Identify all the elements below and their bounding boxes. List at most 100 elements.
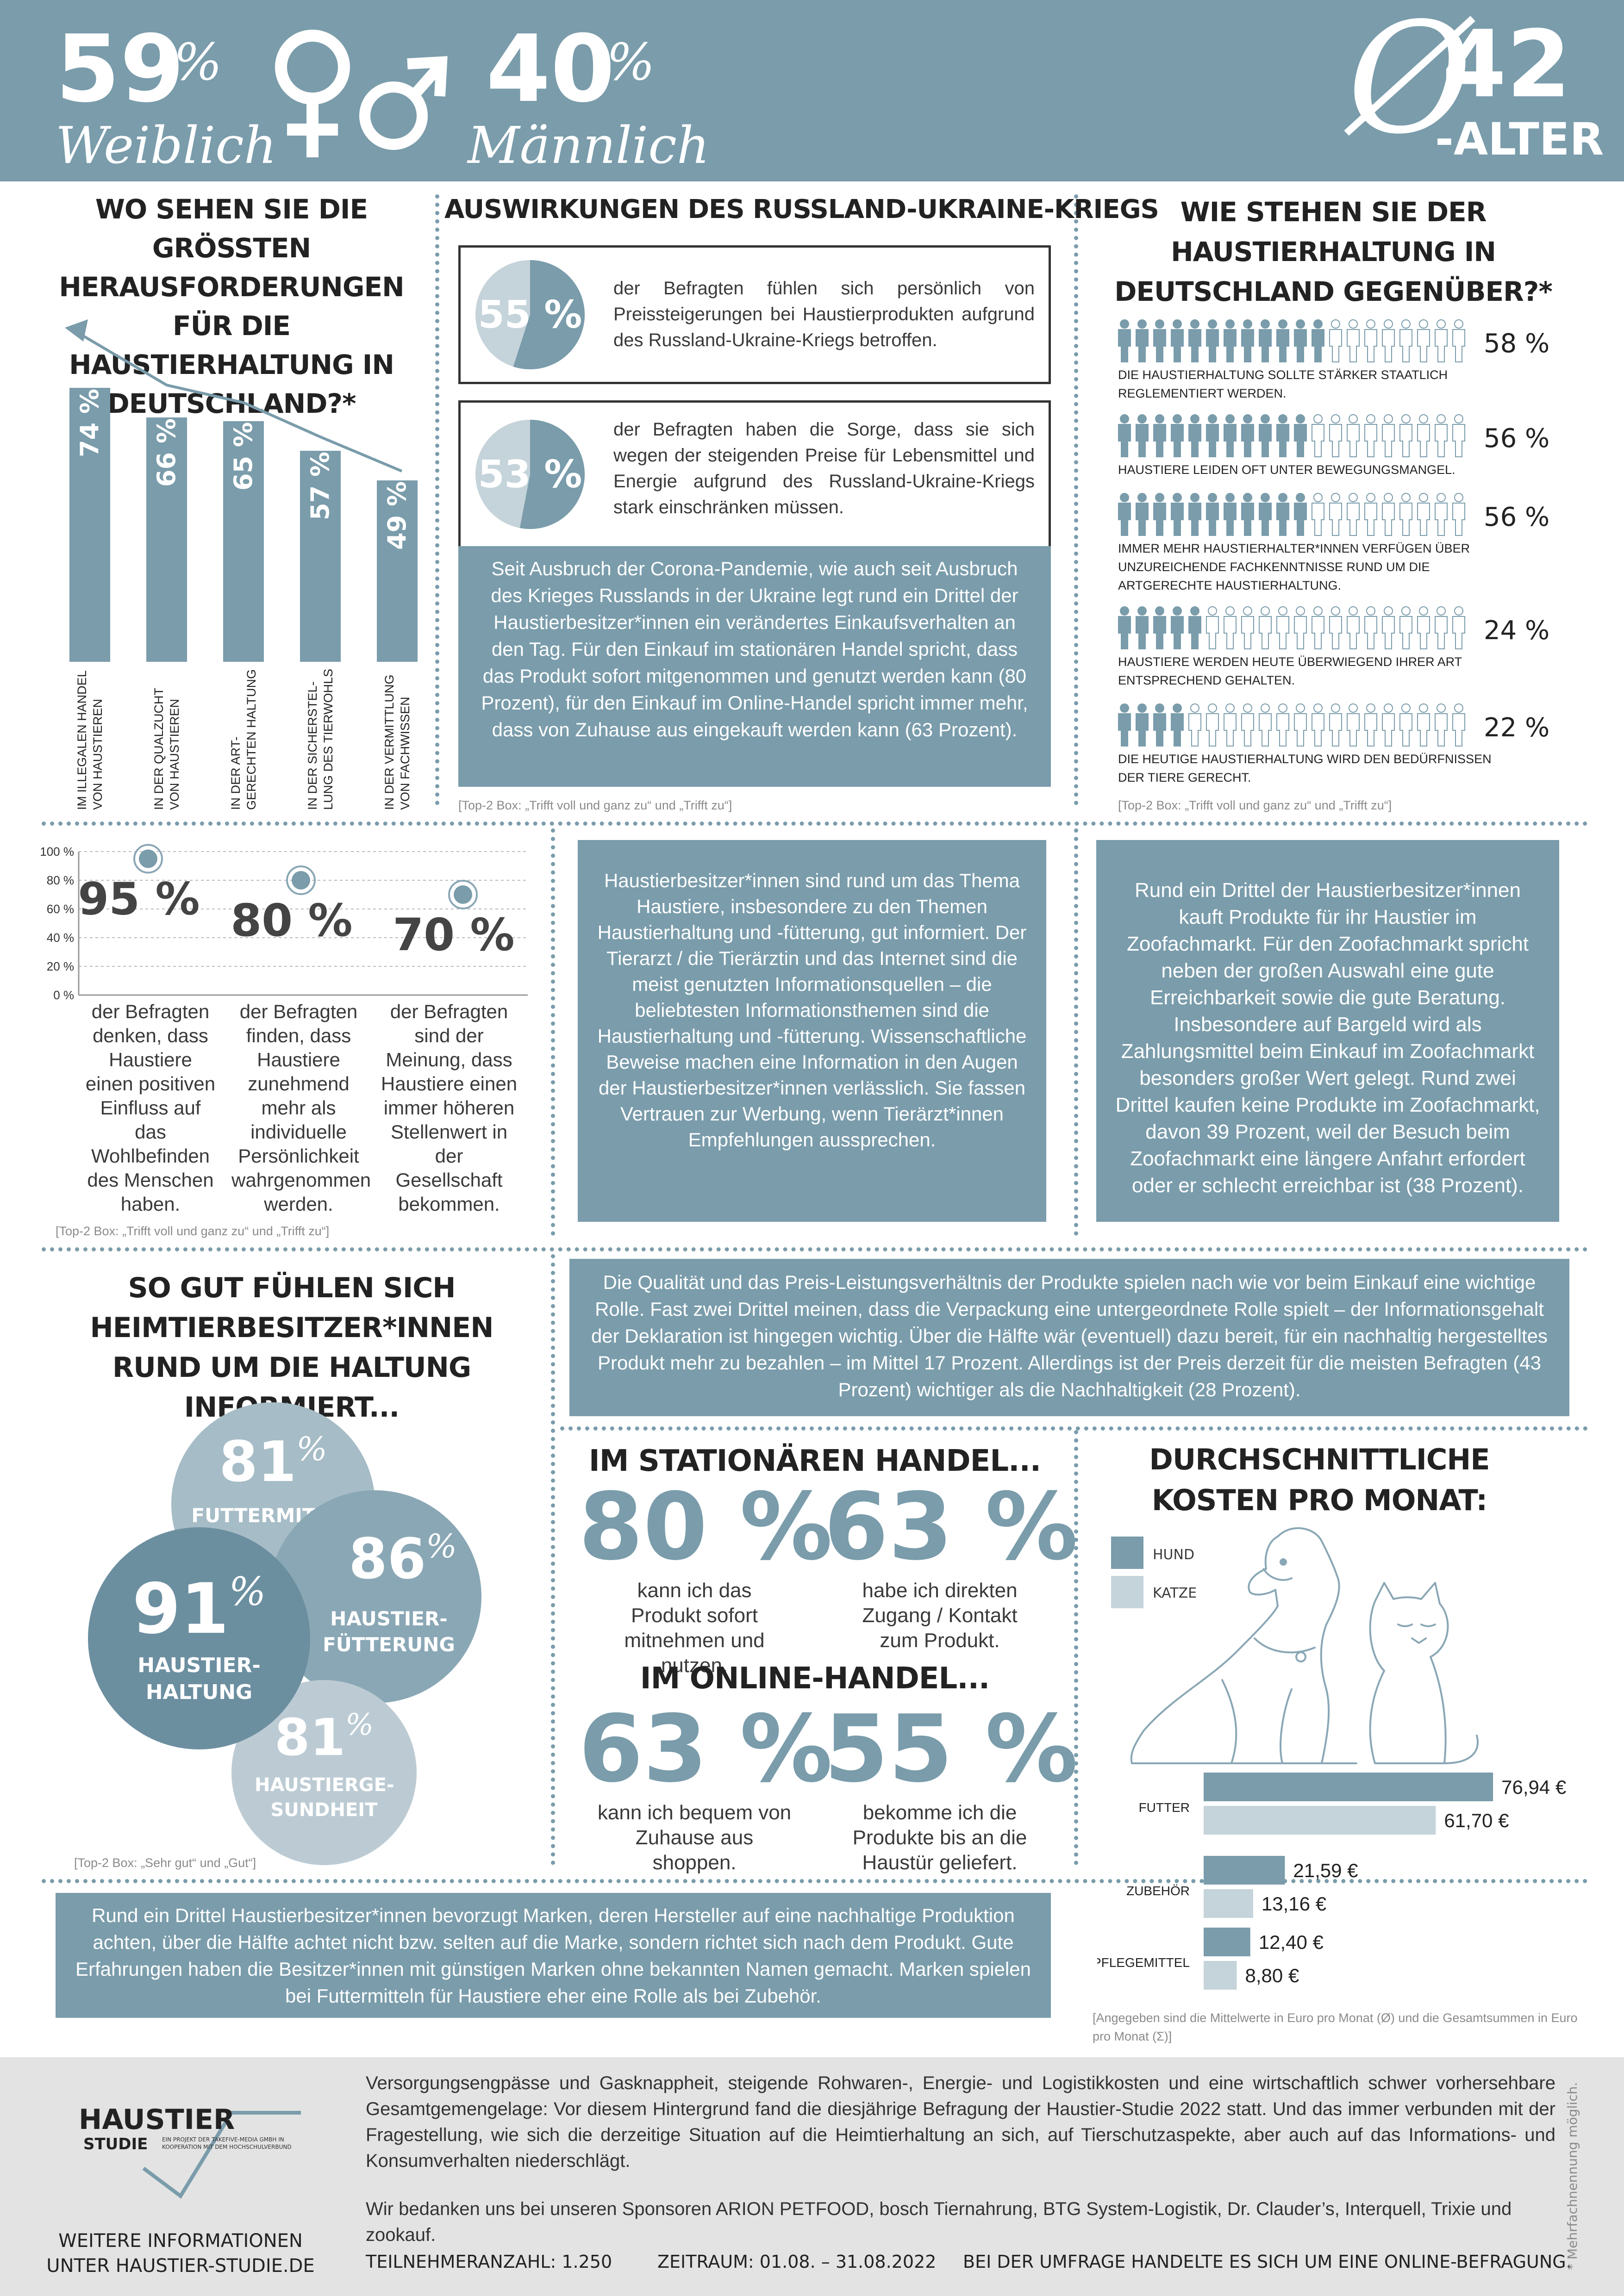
person-icon xyxy=(1452,703,1465,747)
person-icon xyxy=(1382,703,1395,747)
cost-bar-katze xyxy=(1204,1961,1237,1990)
person-icon xyxy=(1417,319,1430,362)
person-icon xyxy=(1364,319,1377,362)
person-icon xyxy=(1136,703,1149,747)
cost-value-label: 21,59 € xyxy=(1293,1860,1358,1881)
attitude-row: 56 % IMMER MEHR HAUSTIERHALTER*INNEN VERF… xyxy=(1118,493,1581,592)
cost-value-label: 8,80 € xyxy=(1245,1965,1299,1986)
person-icon xyxy=(1399,493,1412,536)
stationary-stat-2: 63 % habe ich direkten Zugang / Kontakt … xyxy=(824,1481,1078,1653)
person-icon xyxy=(1294,319,1307,362)
person-icon xyxy=(1452,606,1465,649)
y-tick-label: 20 % xyxy=(47,959,74,973)
challenge-bar-label: 65 % xyxy=(229,422,258,491)
y-tick-label: 40 % xyxy=(47,931,74,945)
circle-health-value-row: 81% xyxy=(231,1708,417,1767)
person-icon xyxy=(1312,606,1324,649)
female-pct-sign: % xyxy=(174,32,222,92)
female-pct: 59 xyxy=(56,15,185,123)
person-icon xyxy=(1329,414,1342,457)
person-icon xyxy=(1347,414,1360,457)
age-symbol: Ø xyxy=(1347,0,1473,168)
haustier-studie-logo-icon xyxy=(142,2111,301,2199)
logo-line-1: HAUSTIER xyxy=(79,2103,235,2136)
person-icon xyxy=(1294,703,1307,747)
wellbeing-footnote: [Top-2 Box: „Trifft voll und ganz zu“ un… xyxy=(56,1224,330,1238)
person-icon xyxy=(1276,606,1289,649)
person-icon xyxy=(1276,319,1289,362)
pct-sign: % xyxy=(345,1708,374,1742)
person-icon xyxy=(1312,319,1324,362)
attitude-title: WIE STEHEN SIE DER HAUSTIERHALTUNG IN DE… xyxy=(1114,196,1553,307)
ukraine-footnote: [Top-2 Box: „Trifft voll und ganz zu“ un… xyxy=(458,798,732,812)
challenge-category-label: IN DER ART- xyxy=(229,736,243,810)
data-point xyxy=(292,871,310,890)
data-point xyxy=(454,885,472,904)
ukraine-stat-2: 53 % der Befragten haben die Sorge, dass… xyxy=(458,400,1051,548)
costs-footnote: [Angegeben sind die Mittelwerte in Euro … xyxy=(1093,2011,1578,2043)
information-text: Haustierbesitzer*innen sind rund um das … xyxy=(597,870,1027,1151)
person-icon xyxy=(1171,414,1184,457)
online-stat-1: 63 % kann ich bequem von Zuhause aus sho… xyxy=(579,1695,833,1875)
person-icon xyxy=(1364,703,1377,747)
online-stat-1-value: 63 % xyxy=(579,1695,833,1803)
person-icon xyxy=(1153,606,1166,649)
person-icon xyxy=(1118,703,1131,747)
cost-bar-katze xyxy=(1204,1806,1436,1835)
person-icon xyxy=(1118,606,1131,649)
person-icon xyxy=(1452,319,1465,362)
person-icon xyxy=(1171,319,1184,362)
person-icon xyxy=(1206,493,1219,536)
person-icon xyxy=(1417,414,1430,457)
quality-box: Die Qualität und das Preis-Leistungsverh… xyxy=(569,1259,1569,1416)
person-icon xyxy=(1171,493,1184,536)
person-icon xyxy=(1206,319,1219,362)
person-icon xyxy=(1224,606,1237,649)
informed-title: SO GUT FÜHLEN SICH HEIMTIERBESITZER*INNE… xyxy=(90,1272,494,1424)
people-pictogram-icon xyxy=(1118,703,1465,747)
person-icon xyxy=(1294,606,1307,649)
attitude-text: DIE HEUTIGE HAUSTIERHALTUNG WIRD DEN BED… xyxy=(1118,752,1492,784)
legend-label-dog: HUND xyxy=(1153,1547,1195,1563)
stationary-stat-1: 80 % kann ich das Produkt sofort mitnehm… xyxy=(579,1481,832,1678)
pie-55-icon xyxy=(475,260,585,369)
circle-husbandry-label: HAUSTIER-HALTUNG xyxy=(137,1654,261,1704)
person-icon xyxy=(1435,703,1448,747)
person-icon xyxy=(1347,703,1360,747)
attitude-row: 58 % DIE HAUSTIERHALTUNG SOLLTE STÄRKER S… xyxy=(1118,319,1581,403)
person-icon xyxy=(1435,414,1448,457)
person-icon xyxy=(1329,319,1342,362)
person-icon xyxy=(1153,319,1166,362)
trend-line xyxy=(78,332,403,473)
attitude-value: 56 % xyxy=(1484,502,1550,532)
challenge-bar-label: 74 % xyxy=(75,389,104,457)
person-icon xyxy=(1224,414,1237,457)
wellbeing-texts: der Befragten denken, dass Haustiere ein… xyxy=(83,1000,546,1231)
shopping-behaviour-text: Seit Ausbruch der Corona-Pandemie, wie a… xyxy=(481,558,1028,740)
circle-husbandry-value-row: 91% xyxy=(88,1569,310,1649)
male-label: Männlich xyxy=(468,116,710,175)
divider xyxy=(551,1254,555,1865)
pct-sign: % xyxy=(426,1527,457,1565)
divider xyxy=(42,1247,1588,1251)
person-icon xyxy=(1294,414,1307,457)
person-icon xyxy=(1329,493,1342,536)
person-icon xyxy=(1312,414,1324,457)
person-icon xyxy=(1382,493,1395,536)
trend-arrow-icon xyxy=(65,319,88,342)
person-icon xyxy=(1382,319,1395,362)
data-point-label: 95 % xyxy=(78,873,200,925)
wellbeing-text-2: der Befragten finden, dass Haustiere zun… xyxy=(231,1001,371,1215)
challenge-bar-label: 49 % xyxy=(382,481,412,550)
person-icon xyxy=(1241,414,1254,457)
circle-husbandry: 91% HAUSTIER-HALTUNG xyxy=(88,1527,310,1749)
data-point-ring xyxy=(448,880,478,909)
person-icon xyxy=(1241,319,1254,362)
legend-swatch-dog xyxy=(1111,1537,1143,1569)
attitude-row: 22 % DIE HEUTIGE HAUSTIERHALTUNG WIRD DEN… xyxy=(1118,703,1581,787)
challenges-title: WO SEHEN SIE DIE GRÖSSTEN HERAUSFORDERUN… xyxy=(59,193,404,419)
quality-text: Die Qualität und das Preis-Leistungsverh… xyxy=(591,1271,1548,1400)
y-tick-label: 0 % xyxy=(53,988,74,1002)
person-icon xyxy=(1347,319,1360,362)
person-icon xyxy=(1188,414,1201,457)
